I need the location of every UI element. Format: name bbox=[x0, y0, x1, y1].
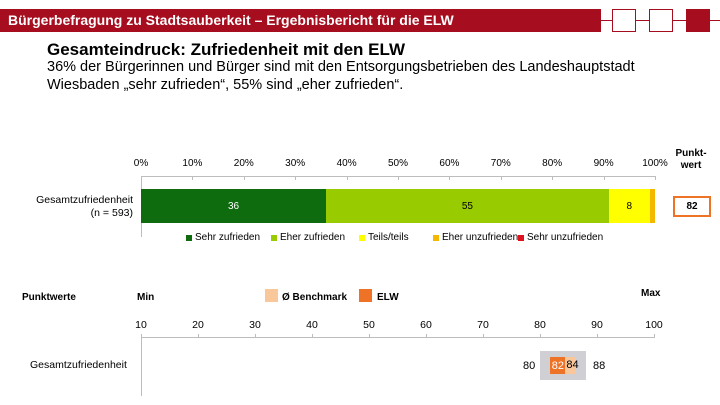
range-min-value: 80 bbox=[523, 360, 536, 372]
legend-label: Sehr zufrieden bbox=[195, 232, 261, 243]
range-x-tick bbox=[312, 334, 313, 338]
header-decoration-box-3 bbox=[686, 9, 710, 32]
category-name: Gesamtzufriedenheit bbox=[36, 194, 133, 206]
report-title: Bürgerbefragung zu Stadtsauberkeit – Erg… bbox=[8, 12, 454, 28]
x-axis-line bbox=[141, 176, 655, 177]
x-tick bbox=[295, 176, 297, 180]
x-tick-label: 30% bbox=[285, 158, 306, 169]
range-x-tick-label: 20 bbox=[192, 319, 204, 331]
legend-label: Sehr unzufrieden bbox=[527, 232, 604, 243]
range-x-tick-label: 100 bbox=[645, 319, 663, 331]
range-x-tick bbox=[540, 334, 541, 338]
x-tick-label: 70% bbox=[490, 158, 511, 169]
bar-segment-eher-zufrieden: 55 bbox=[326, 189, 609, 223]
range-x-tick bbox=[426, 334, 427, 338]
punktwert-header: Punkt- wert bbox=[667, 148, 715, 172]
legend-item: Eher unzufrieden bbox=[433, 232, 518, 243]
range-x-tick-label: 90 bbox=[591, 319, 603, 331]
x-tick-label: 90% bbox=[593, 158, 614, 169]
x-tick bbox=[398, 176, 399, 180]
range-x-tick-label: 30 bbox=[249, 319, 261, 331]
range-x-tick-label: 50 bbox=[363, 319, 375, 331]
header-bar bbox=[0, 9, 601, 32]
bar-segment-teils-teils: 8 bbox=[608, 189, 650, 223]
slide-title: Gesamteindruck: Zufriedenheit mit den EL… bbox=[47, 40, 405, 59]
punktwert-header-line2: wert bbox=[680, 160, 702, 171]
x-tick bbox=[346, 176, 348, 180]
legend-item: Teils/teils bbox=[359, 232, 409, 243]
x-tick-label: 80% bbox=[542, 158, 563, 169]
legend-swatch bbox=[186, 234, 192, 241]
category-sublabel: (n = 593) bbox=[90, 207, 133, 219]
header-decoration-box-2 bbox=[649, 9, 673, 32]
range-x-tick bbox=[141, 334, 142, 338]
data-label: 55 bbox=[461, 200, 473, 212]
range-x-tick-label: 80 bbox=[534, 319, 546, 331]
range-row-label: Gesamtzufriedenheit bbox=[30, 359, 127, 371]
data-label: 8 bbox=[626, 200, 633, 212]
legend-item: Sehr unzufrieden bbox=[518, 232, 603, 243]
range-x-tick bbox=[597, 334, 598, 338]
range-y-axis-line bbox=[141, 337, 142, 396]
legend-swatch bbox=[518, 234, 524, 241]
x-tick-label: 20% bbox=[233, 158, 254, 169]
range-x-tick bbox=[483, 334, 484, 338]
x-tick bbox=[449, 176, 451, 180]
range-x-tick bbox=[255, 334, 256, 338]
min-label: Min bbox=[137, 292, 155, 303]
legend-label-elw: ELW bbox=[377, 292, 399, 303]
punktwert-value: 82 bbox=[673, 196, 711, 217]
header-decoration-box-1 bbox=[612, 9, 636, 32]
x-tick-label: 0% bbox=[133, 158, 149, 169]
benchmark-marker bbox=[565, 357, 575, 374]
x-tick bbox=[192, 176, 194, 180]
legend-swatch bbox=[271, 234, 277, 241]
max-label: Max bbox=[641, 288, 661, 299]
legend-swatch-elw bbox=[359, 289, 372, 302]
x-tick-label: 50% bbox=[387, 158, 409, 169]
x-tick-label: 60% bbox=[439, 158, 460, 169]
punktwerte-title: Punktwerte bbox=[22, 292, 76, 303]
range-x-tick bbox=[369, 334, 370, 338]
range-x-tick bbox=[198, 334, 199, 338]
x-tick-label: 40% bbox=[336, 158, 357, 169]
data-label: 36 bbox=[227, 200, 240, 212]
range-x-tick bbox=[654, 334, 655, 338]
slide-subtitle: 36% der Bürgerinnen und Bürger sind mit … bbox=[47, 59, 635, 93]
range-x-tick-label: 10 bbox=[135, 319, 147, 331]
legend-label: Teils/teils bbox=[368, 232, 409, 243]
legend-swatch-benchmark bbox=[265, 289, 278, 302]
range-x-tick-label: 70 bbox=[477, 319, 489, 331]
benchmark-value: 84 bbox=[566, 359, 579, 371]
x-tick bbox=[243, 176, 245, 180]
x-tick bbox=[655, 176, 656, 180]
legend-swatch bbox=[359, 234, 365, 241]
bar-segment-eher-unzufrieden bbox=[649, 189, 655, 223]
x-tick bbox=[603, 176, 605, 180]
legend-item: Eher zufrieden bbox=[271, 232, 345, 243]
range-max-value: 88 bbox=[593, 360, 606, 372]
x-tick bbox=[552, 176, 554, 180]
category-label: Gesamtzufriedenheit (n = 593) bbox=[20, 194, 133, 220]
range-x-tick-label: 60 bbox=[420, 319, 432, 331]
range-x-axis-line bbox=[141, 337, 654, 338]
x-tick-label: 10% bbox=[182, 158, 203, 169]
legend-swatch bbox=[433, 234, 439, 241]
legend-item: Sehr zufrieden bbox=[186, 232, 260, 243]
legend-label: Eher unzufrieden bbox=[442, 232, 519, 243]
legend-label-benchmark: Ø Benchmark bbox=[282, 292, 348, 303]
bar-segment-sehr-zufrieden: 36 bbox=[141, 189, 327, 223]
x-tick-label: 100% bbox=[642, 158, 668, 169]
legend-label: Eher zufrieden bbox=[280, 232, 346, 243]
elw-marker: 82 bbox=[550, 357, 566, 374]
punktwert-header-line1: Punkt- bbox=[675, 148, 707, 159]
x-tick bbox=[500, 176, 502, 180]
range-x-tick-label: 40 bbox=[306, 319, 318, 331]
